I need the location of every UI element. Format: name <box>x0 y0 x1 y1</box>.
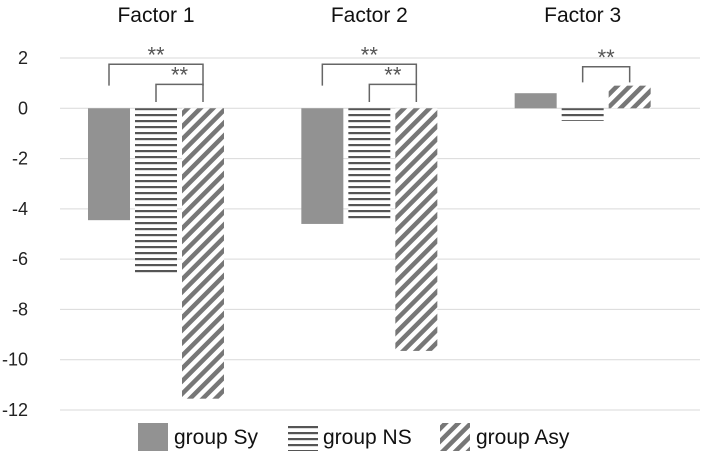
category-label: Factor 1 <box>117 4 194 27</box>
bar-group-asy <box>608 85 651 109</box>
bar-group-ns <box>135 108 177 276</box>
significance-label: ** <box>361 42 379 67</box>
significance-label: ** <box>171 62 189 87</box>
legend-label: group Asy <box>476 426 570 449</box>
legend-swatch <box>138 423 168 451</box>
bar-group-sy <box>88 108 130 221</box>
bar-group-ns <box>348 108 391 221</box>
bar-group-sy <box>514 93 557 109</box>
legend-label: group NS <box>323 426 412 449</box>
significance-label: ** <box>384 62 402 87</box>
bars <box>88 85 651 399</box>
y-tick-label: -2 <box>12 149 28 169</box>
legend: group Sy group NS group Asy <box>138 423 570 451</box>
category-label: Factor 2 <box>331 4 408 27</box>
legend-label: group Sy <box>174 426 259 449</box>
significance-bracket <box>321 63 418 86</box>
significance-bracket <box>108 63 204 86</box>
y-tick-label: -6 <box>12 249 28 269</box>
category-label: Factor 3 <box>544 4 621 27</box>
y-tick-label: -12 <box>2 400 28 420</box>
significance-label: ** <box>147 42 165 67</box>
legend-swatch <box>288 423 318 451</box>
bar-group-ns <box>561 108 604 121</box>
significance-label: ** <box>598 45 616 70</box>
significance-bracket <box>155 83 204 102</box>
y-tick-label: 2 <box>18 48 28 68</box>
bar-group-asy <box>182 108 224 399</box>
category-labels: Factor 1 Factor 2 Factor 3 <box>117 4 621 27</box>
significance-bracket <box>368 83 418 102</box>
y-tick-label: -10 <box>2 350 28 370</box>
significance-bracket <box>581 66 631 83</box>
y-tick-label: -8 <box>12 299 28 319</box>
y-tick-label: -4 <box>12 199 28 219</box>
y-axis-ticks: 2 0 -2 -4 -6 -8 -10 -12 <box>2 48 28 420</box>
bar-group-asy <box>395 108 438 351</box>
bar-group-sy <box>301 108 344 224</box>
significance-annotations: ********** <box>108 42 631 102</box>
legend-swatch <box>440 423 470 451</box>
y-tick-label: 0 <box>18 98 28 118</box>
